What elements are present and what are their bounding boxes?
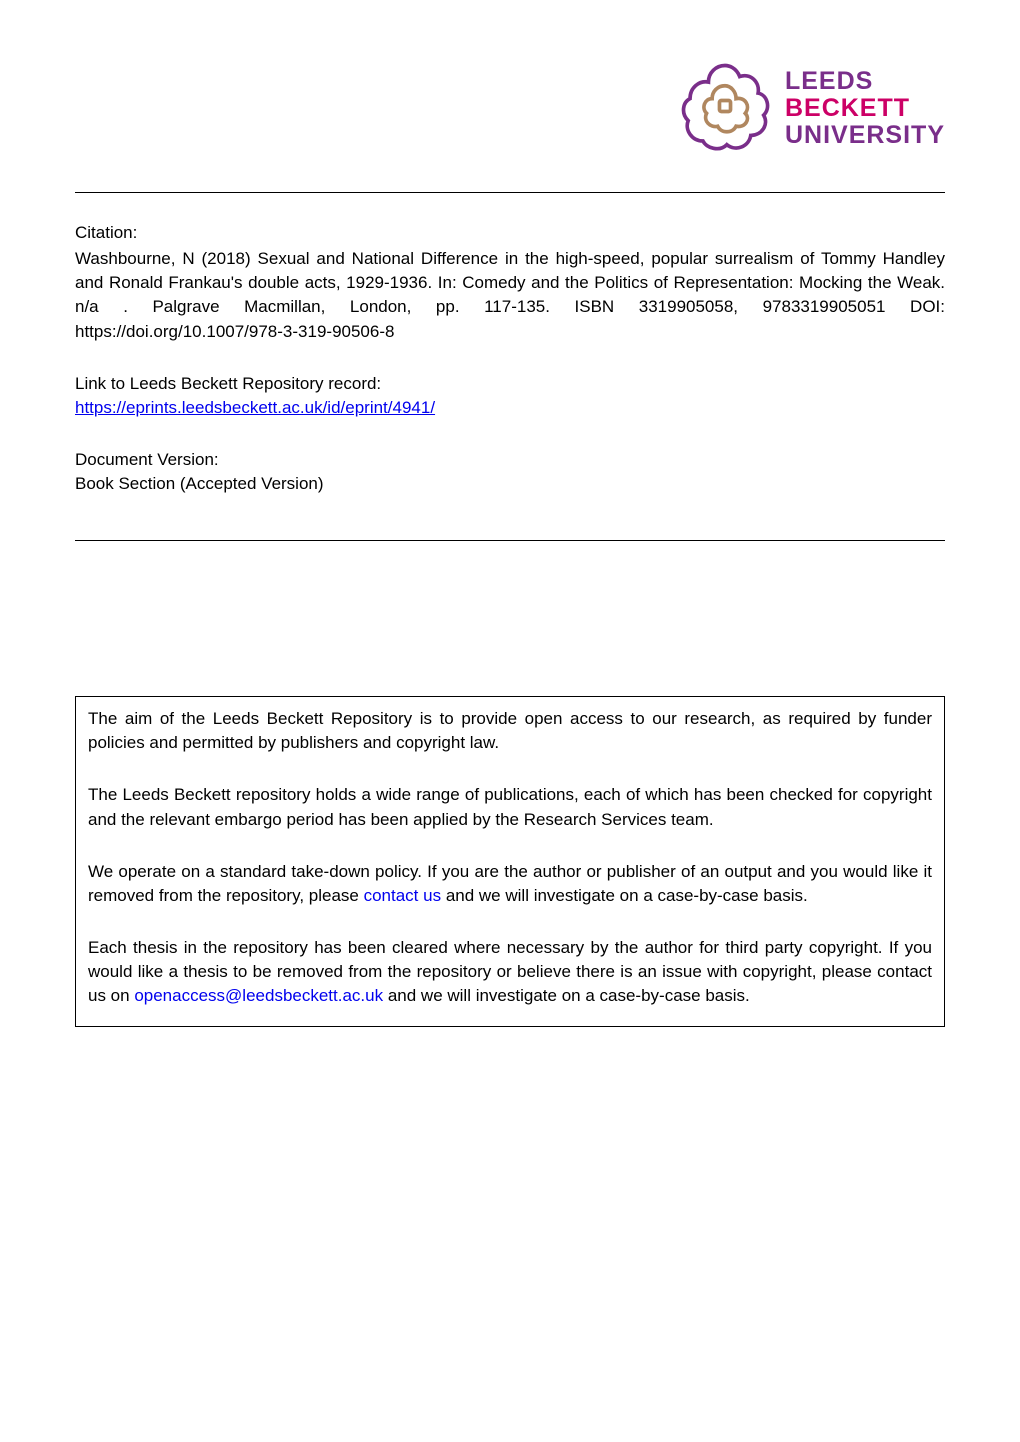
repo-link-label: Link to Leeds Beckett Repository record: [75, 372, 945, 396]
info-p4-b: and we will investigate on a case-by-cas… [383, 986, 750, 1005]
repo-link-block: Link to Leeds Beckett Repository record:… [75, 372, 945, 420]
info-p2: The Leeds Beckett repository holds a wid… [76, 773, 945, 849]
info-box: The aim of the Leeds Beckett Repository … [75, 696, 945, 1027]
logo-line-3: UNIVERSITY [785, 122, 945, 149]
info-p4: Each thesis in the repository has been c… [76, 926, 945, 1027]
openaccess-email-link[interactable]: openaccess@leedsbeckett.ac.uk [134, 986, 383, 1005]
rose-emblem-icon [679, 60, 771, 157]
logo-line-2: BECKETT [785, 95, 945, 122]
document-version-value: Book Section (Accepted Version) [75, 472, 945, 496]
document-version-label: Document Version: [75, 448, 945, 472]
citation-body: Washbourne, N (2018) Sexual and National… [75, 247, 945, 344]
info-p3: We operate on a standard take-down polic… [76, 850, 945, 926]
spacer [75, 541, 945, 696]
citation-label: Citation: [75, 221, 945, 245]
university-logo: LEEDS BECKETT UNIVERSITY [679, 60, 945, 157]
contact-us-link[interactable]: contact us [364, 886, 442, 905]
citation-block: Citation: Washbourne, N (2018) Sexual an… [75, 221, 945, 344]
info-p3-b: and we will investigate on a case-by-cas… [441, 886, 808, 905]
document-version-block: Document Version: Book Section (Accepted… [75, 448, 945, 496]
logo-text: LEEDS BECKETT UNIVERSITY [785, 68, 945, 149]
divider-top [75, 192, 945, 193]
header-logo-area: LEEDS BECKETT UNIVERSITY [75, 60, 945, 157]
repo-link-url[interactable]: https://eprints.leedsbeckett.ac.uk/id/ep… [75, 398, 435, 417]
logo-line-1: LEEDS [785, 68, 945, 95]
info-p1: The aim of the Leeds Beckett Repository … [76, 697, 945, 774]
